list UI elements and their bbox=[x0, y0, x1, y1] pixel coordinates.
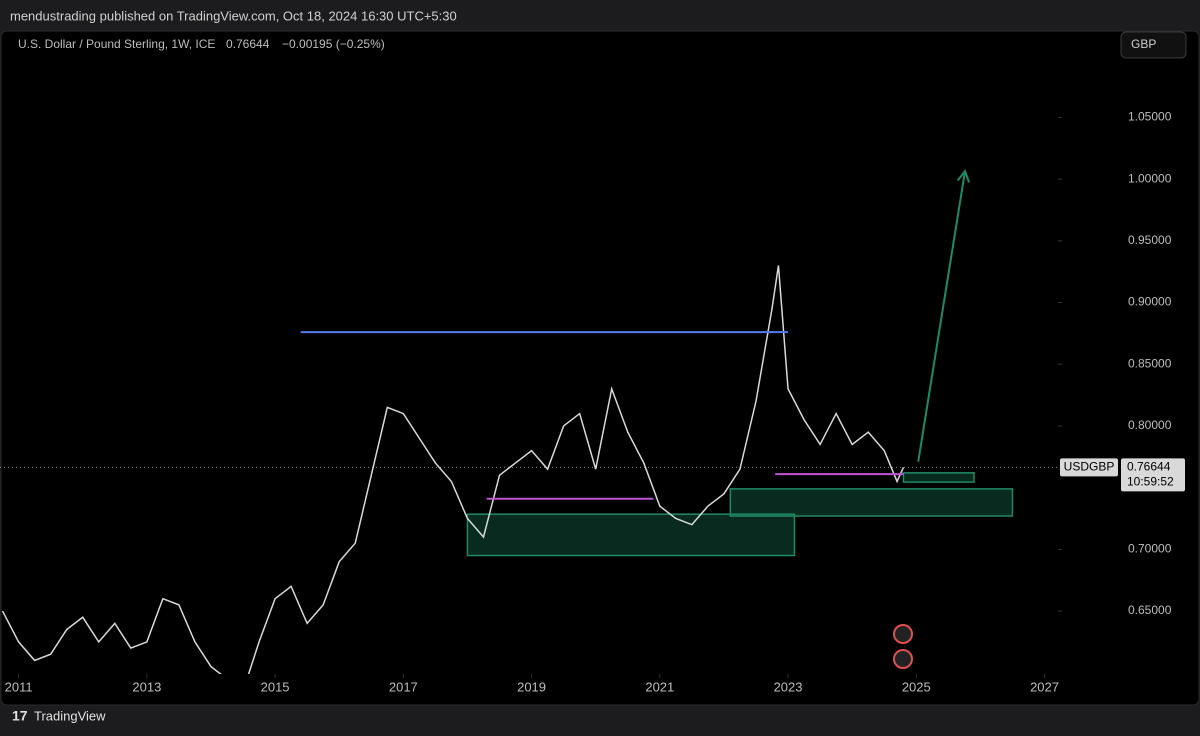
symbol-tag bbox=[1060, 458, 1118, 477]
plot bbox=[0, 169, 1058, 674]
logo-mark: 17 bbox=[12, 708, 28, 724]
y-tick-label: 0.70000 bbox=[1128, 542, 1172, 556]
arrow-head bbox=[956, 169, 970, 183]
brand: TradingView bbox=[34, 708, 106, 723]
price-label: 0.76644 bbox=[1127, 460, 1171, 474]
x-tick-label: 2019 bbox=[517, 679, 546, 694]
symbol-label: USDGBP bbox=[1064, 460, 1115, 474]
uk-event-icon[interactable] bbox=[893, 624, 913, 644]
x-tick-label: 2011 bbox=[5, 679, 33, 694]
y-tick-label: 1.00000 bbox=[1128, 171, 1172, 185]
countdown: 10:59:52 bbox=[1127, 475, 1174, 489]
publisher: mendustrading published on TradingView.c… bbox=[10, 8, 457, 23]
x-tick-label: 2025 bbox=[902, 679, 931, 694]
zone bbox=[902, 472, 975, 483]
x-tick-label: 2017 bbox=[389, 679, 418, 694]
price-tag bbox=[1121, 458, 1185, 492]
x-tick-label: 2027 bbox=[1030, 679, 1059, 694]
change: −0.00195 (−0.25%) bbox=[282, 37, 385, 51]
us-event-icon[interactable] bbox=[893, 649, 913, 669]
zone bbox=[466, 513, 796, 557]
currency[interactable]: GBP bbox=[1131, 37, 1156, 51]
zone bbox=[729, 488, 1014, 517]
x-tick-label: 2013 bbox=[132, 679, 161, 694]
chart-title: U.S. Dollar / Pound Sterling, 1W, ICE bbox=[18, 37, 215, 51]
y-tick-label: 0.85000 bbox=[1128, 356, 1172, 370]
y-tick-label: 0.95000 bbox=[1128, 233, 1172, 247]
y-tick-label: 0.80000 bbox=[1128, 418, 1172, 432]
header-bar bbox=[0, 0, 1200, 30]
x-tick-label: 2023 bbox=[774, 679, 803, 694]
y-tick-label: 0.65000 bbox=[1128, 603, 1172, 617]
x-tick-label: 2021 bbox=[645, 679, 674, 694]
x-tick-label: 2015 bbox=[261, 679, 290, 694]
last-price: 0.76644 bbox=[226, 37, 270, 51]
chart-panel bbox=[0, 30, 1200, 706]
currency-button[interactable] bbox=[1120, 31, 1187, 59]
y-tick-label: 0.90000 bbox=[1128, 295, 1172, 309]
y-tick-label: 1.05000 bbox=[1128, 110, 1172, 124]
price-line bbox=[1, 265, 905, 674]
arrow bbox=[917, 170, 967, 462]
